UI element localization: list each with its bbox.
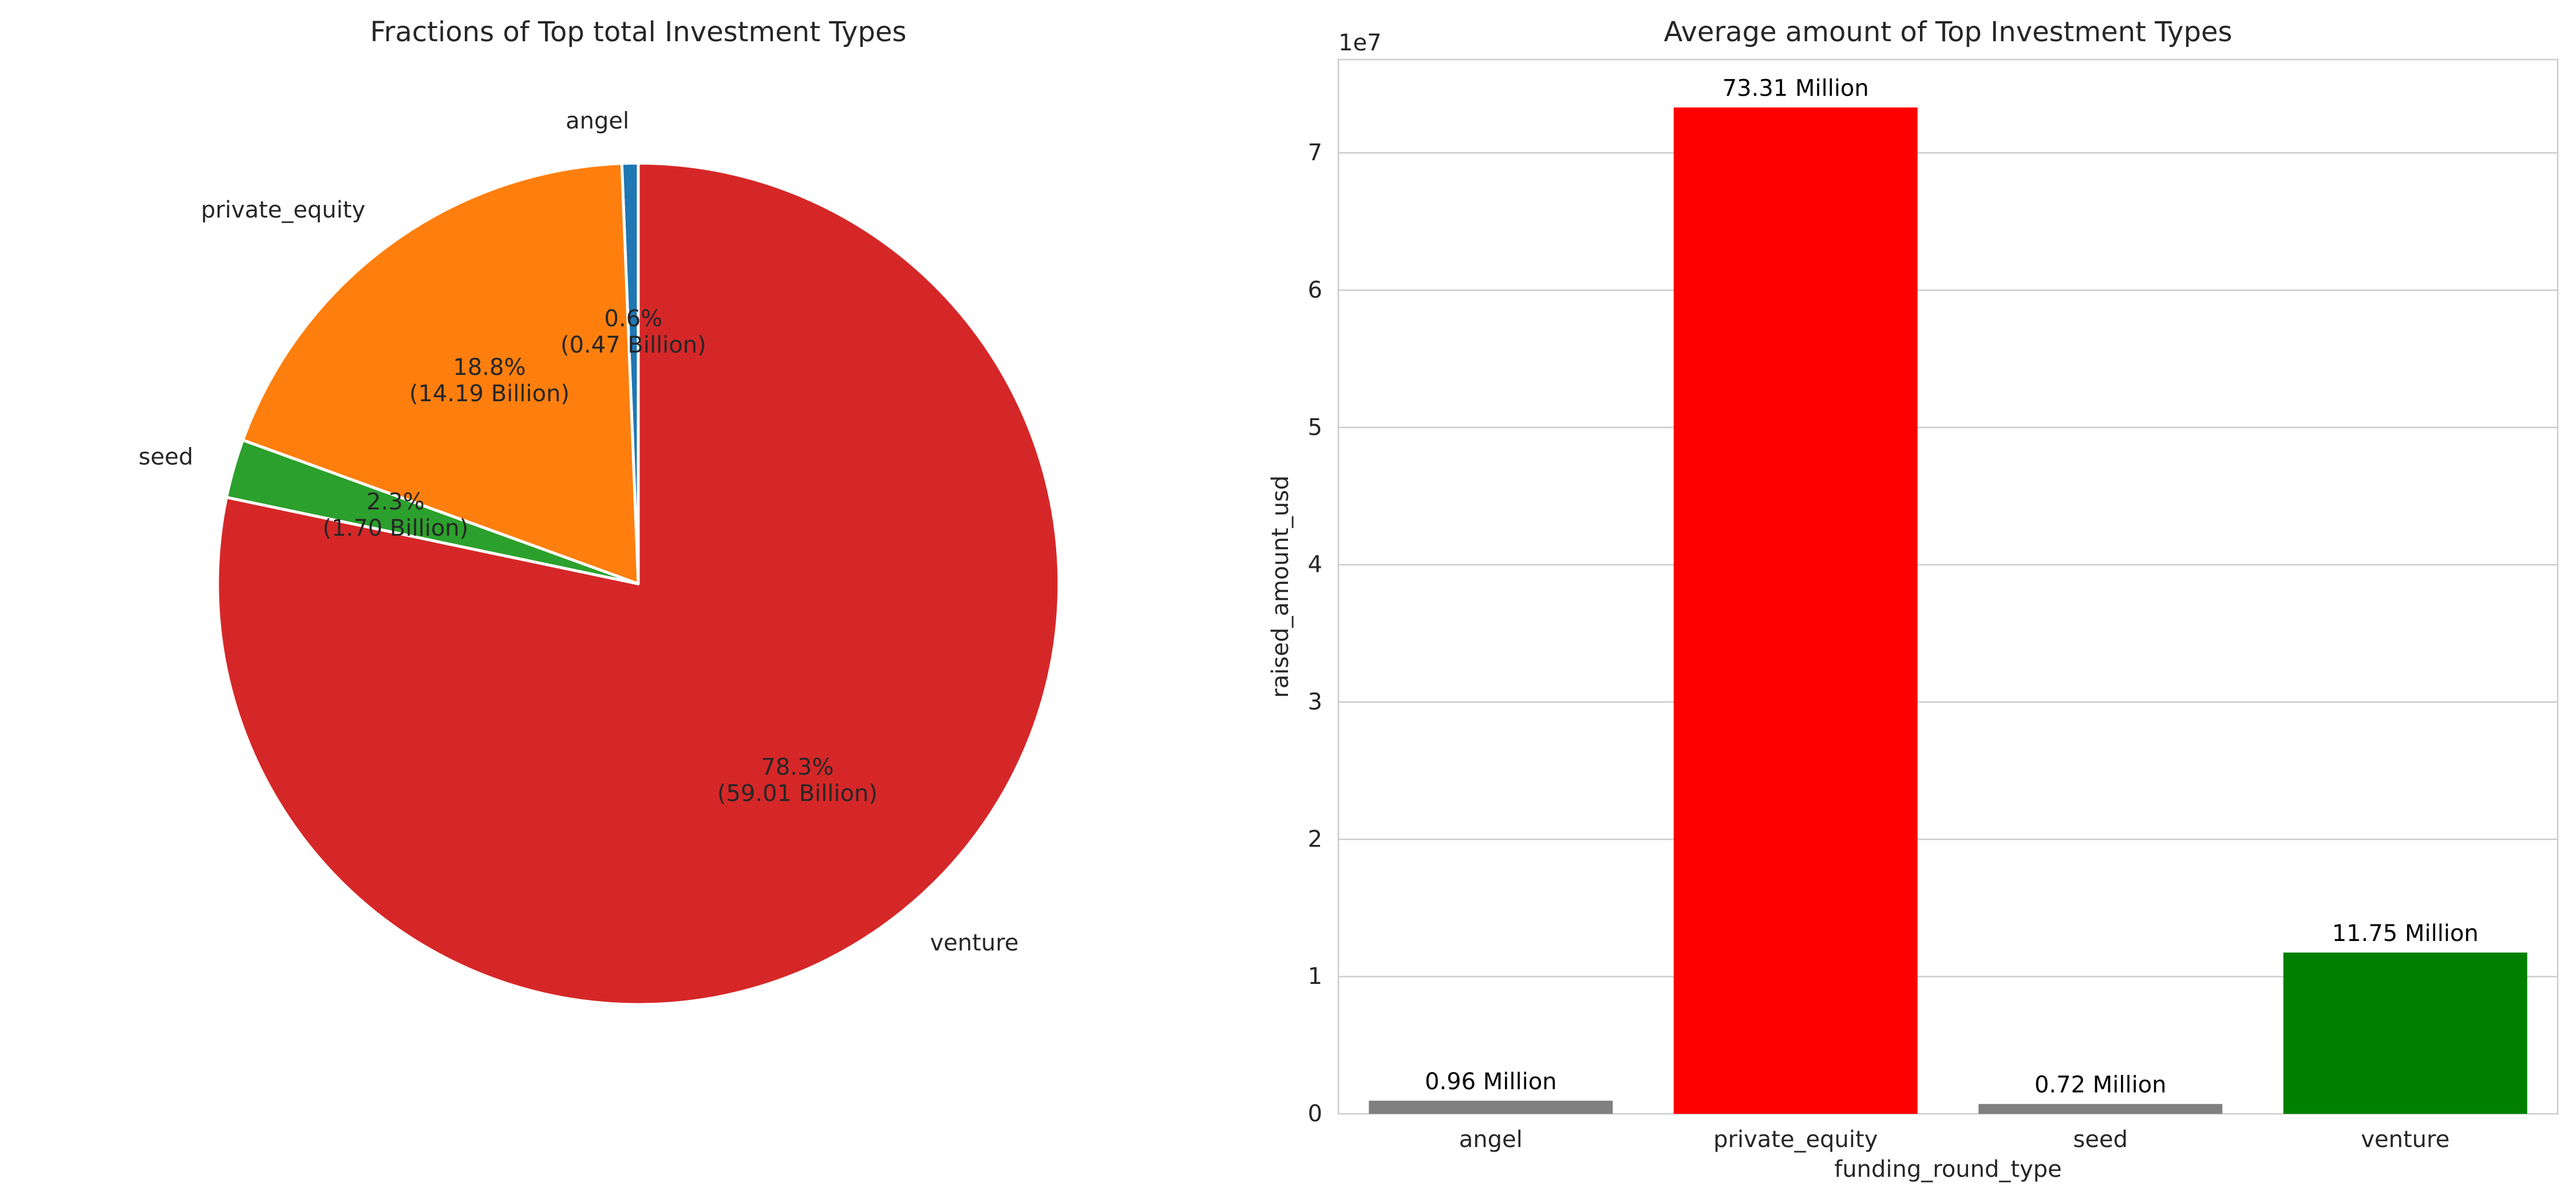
- pie-slice-venture: [216, 161, 1061, 1006]
- y-tick-label: 0: [1308, 1101, 1322, 1127]
- bar-chart-title: Average amount of Top Investment Types: [1664, 16, 2233, 48]
- bar-chart-frame: [1337, 58, 2559, 1115]
- y-tick-label: 1: [1308, 963, 1322, 990]
- bar-angel: [1369, 1101, 1613, 1114]
- pie-amount-label-private-equity: (14.19 Billion): [409, 381, 570, 407]
- bar-chart-ticks: 0 1 2 3 4 5 6 7 angel private_equity seed venture: [1308, 140, 2450, 1153]
- y-tick-label: 5: [1308, 414, 1322, 441]
- bar-value-label-angel: 0.96 Million: [1425, 1069, 1557, 1095]
- pie-amount-label-angel: (0.47 Billion): [560, 332, 706, 358]
- bar-chart-grid: [1338, 152, 2558, 978]
- pie-label-angel: angel: [566, 108, 629, 135]
- x-axis-label: funding_round_type: [1834, 1156, 2062, 1183]
- y-axis-offset-label: 1e7: [1338, 30, 1382, 56]
- pie-labels: angel 0.6%(0.47 Billion) private_equity 18.…: [139, 108, 1018, 956]
- x-tick-label-angel: angel: [1459, 1126, 1523, 1153]
- pie-label-private-equity: private_equity: [201, 197, 365, 223]
- pie-chart: Fractions of Top total Investment Types …: [139, 16, 1061, 1006]
- pie-percent-label-venture: 78.3%: [761, 754, 833, 780]
- y-tick-label: 3: [1308, 689, 1322, 715]
- bar-value-label-venture: 11.75 Million: [2332, 920, 2479, 947]
- pie-amount-label-seed: (1.70 Billion): [323, 515, 469, 541]
- y-tick-label: 2: [1308, 826, 1322, 852]
- pie-chart-title: Fractions of Top total Investment Types: [370, 16, 906, 48]
- bar-chart-bars: 0.96 Million 73.31 Million 0.72 Million 11.…: [1369, 76, 2527, 1114]
- pie-percent-label-private-equity: 18.8%: [453, 354, 526, 381]
- pie-slices: [216, 161, 1061, 1006]
- y-tick-label: 7: [1308, 140, 1322, 166]
- pie-slice-private-equity: [241, 162, 640, 586]
- pie-amount-label-venture: (59.01 Billion): [717, 780, 878, 806]
- bar-venture: [2283, 952, 2527, 1114]
- y-tick-label: 6: [1308, 277, 1322, 303]
- x-tick-label-seed: seed: [2073, 1126, 2128, 1153]
- y-axis-label: raised_amount_usd: [1267, 476, 1294, 698]
- pie-label-venture: venture: [930, 930, 1019, 956]
- pie-percent-label-seed: 2.3%: [366, 489, 425, 515]
- pie-label-seed: seed: [139, 444, 193, 470]
- bar-value-label-private-equity: 73.31 Million: [1722, 76, 1869, 102]
- bar-chart: Average amount of Top Investment Types 0…: [1267, 16, 2559, 1183]
- bar-private-equity: [1673, 107, 1918, 1114]
- x-tick-label-private-equity: private_equity: [1713, 1126, 1878, 1153]
- pie-percent-label-angel: 0.6%: [605, 306, 663, 332]
- x-tick-label-venture: venture: [2361, 1126, 2449, 1153]
- bar-seed: [1978, 1104, 2223, 1114]
- y-tick-label: 4: [1308, 552, 1322, 578]
- bar-value-label-seed: 0.72 Million: [2034, 1072, 2167, 1098]
